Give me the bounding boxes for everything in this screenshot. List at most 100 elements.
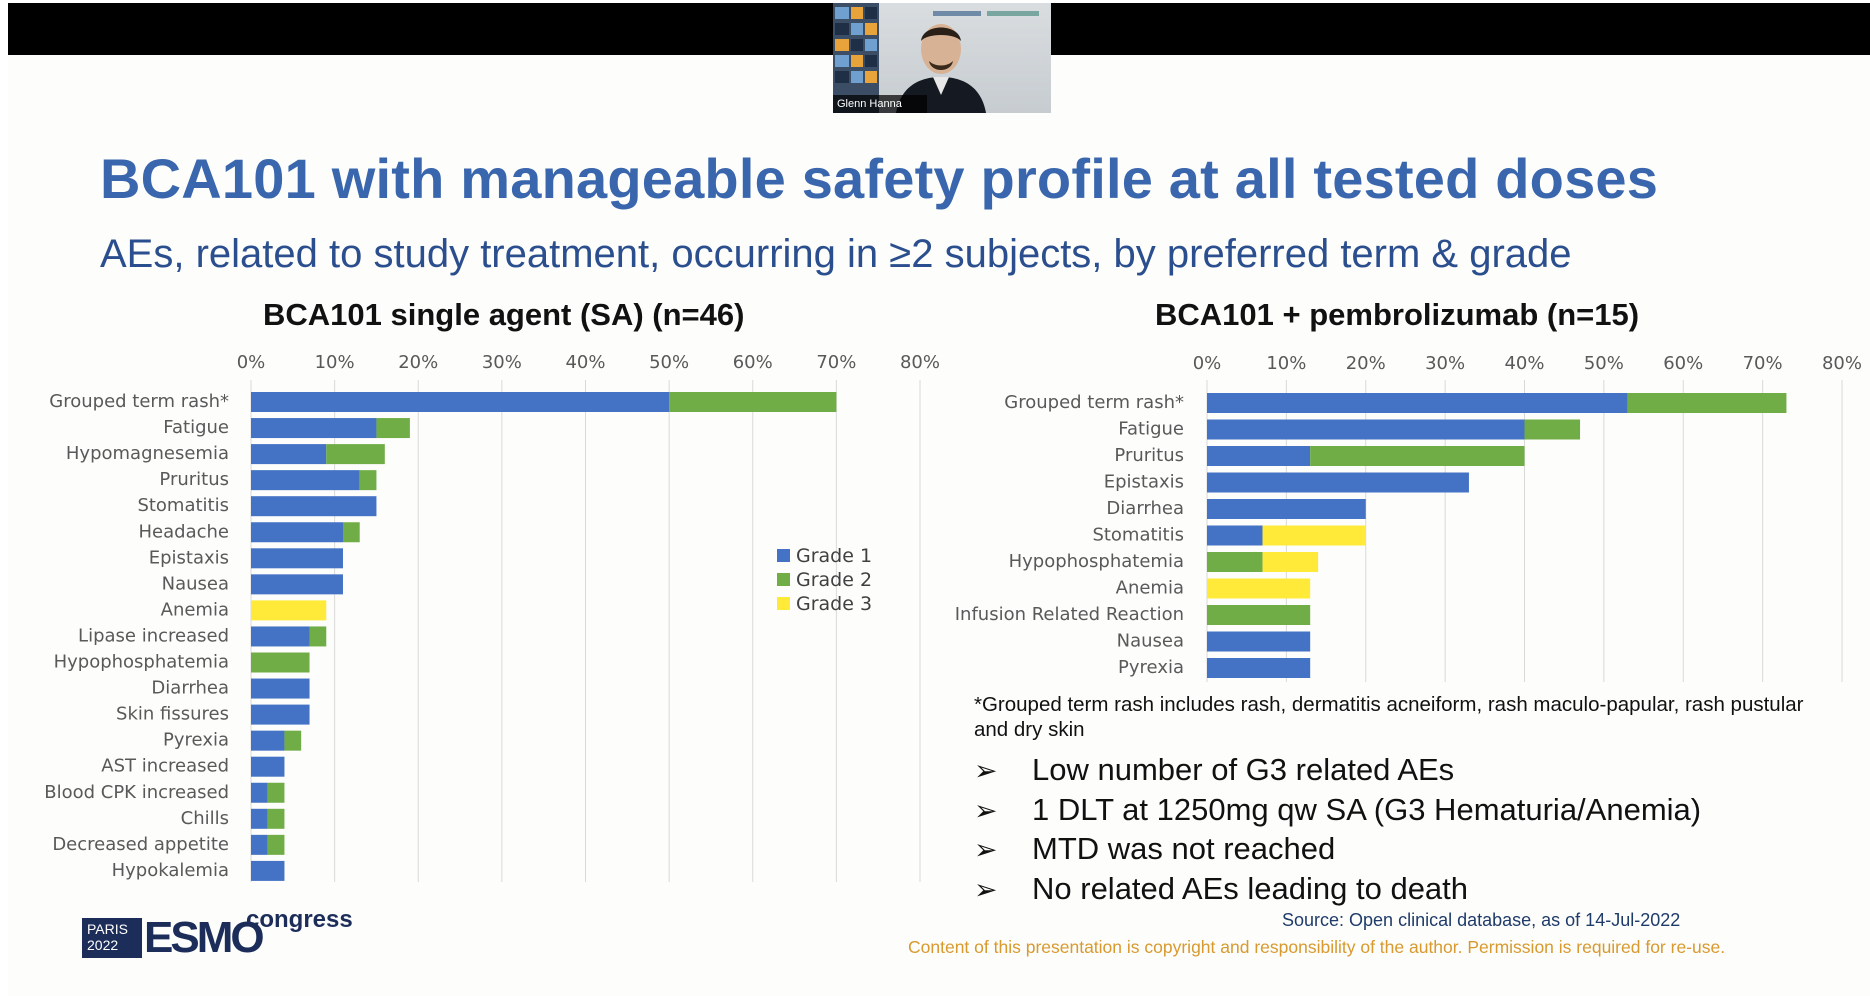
webcam-view[interactable]: Glenn Hanna xyxy=(833,3,1051,113)
sa-tick-label: 70% xyxy=(816,352,856,373)
combo-bar-grade-3 xyxy=(1207,578,1311,599)
combo-category-label: Nausea xyxy=(1117,631,1184,652)
sa-category-label: Hypophosphatemia xyxy=(54,652,229,673)
sa-bar-grade-1 xyxy=(251,860,285,881)
combo-bar-grade-1 xyxy=(1207,631,1311,652)
combo-category-label: Fatigue xyxy=(1118,419,1184,440)
legend-label: Grade 2 xyxy=(796,569,872,591)
sa-bar-grade-1 xyxy=(251,782,268,803)
legend-label: Grade 1 xyxy=(796,545,872,567)
sa-bar-grade-1 xyxy=(251,678,310,699)
combo-bar-grade-2 xyxy=(1627,393,1787,413)
chart-title-combination: BCA101 + pembrolizumab (n=15) xyxy=(1155,297,1640,332)
combo-category-label: Diarrhea xyxy=(1106,498,1184,519)
sa-category-label: Grouped term rash* xyxy=(49,391,229,412)
sa-bar-grade-2 xyxy=(284,730,302,751)
combo-tick-label: 10% xyxy=(1266,353,1306,374)
sa-bar-grade-1 xyxy=(251,756,285,777)
sa-bar-grade-1 xyxy=(251,522,343,543)
sa-category-label: Nausea xyxy=(162,573,229,594)
sa-tick-label: 30% xyxy=(482,352,522,373)
sa-bar-grade-1 xyxy=(251,626,310,647)
sa-bar-grade-1 xyxy=(251,548,343,569)
legend-swatch xyxy=(777,573,790,586)
combo-tick-label: 60% xyxy=(1663,353,1703,374)
combo-tick-label: 40% xyxy=(1504,353,1544,374)
combo-bar-grade-2 xyxy=(1310,446,1525,466)
combo-bar-grade-1 xyxy=(1207,393,1628,413)
sa-category-label: Blood CPK increased xyxy=(44,782,229,803)
sa-bar-grade-1 xyxy=(251,418,377,439)
arrow-icon: ➢ xyxy=(974,755,998,786)
combo-bar-grade-2 xyxy=(1524,419,1581,440)
sa-bar-grade-1 xyxy=(251,704,310,725)
source-note: Source: Open clinical database, as of 14… xyxy=(1282,910,1681,930)
sa-tick-label: 20% xyxy=(398,352,438,373)
bullet-item: ➢ MTD was not reached xyxy=(974,829,1701,869)
legend-label: Grade 3 xyxy=(796,593,872,615)
legend-swatch xyxy=(777,597,790,610)
logo-city-year: PARIS 2022 xyxy=(82,918,142,958)
combo-tick-label: 20% xyxy=(1346,353,1386,374)
sa-category-label: Hypomagnesemia xyxy=(66,443,229,464)
copyright-note: Content of this presentation is copyrigh… xyxy=(908,937,1726,957)
combo-category-label: Grouped term rash* xyxy=(1004,392,1184,413)
sa-bar-grade-2 xyxy=(376,418,410,439)
sa-category-label: Epistaxis xyxy=(149,547,229,568)
sa-bar-grade-2 xyxy=(342,522,360,543)
sa-bar-grade-1 xyxy=(251,574,343,595)
sa-category-label: Lipase increased xyxy=(78,625,229,646)
sa-bar-grade-1 xyxy=(251,496,377,517)
sa-bar-grade-2 xyxy=(359,470,377,491)
combo-category-label: Hypophosphatemia xyxy=(1009,551,1184,572)
sa-bar-grade-2 xyxy=(309,626,327,647)
sa-bar-grade-1 xyxy=(251,808,268,829)
combo-category-label: Stomatitis xyxy=(1092,525,1184,546)
combo-bar-grade-1 xyxy=(1207,419,1525,440)
legend-swatch xyxy=(777,549,790,562)
sa-category-label: Skin fissures xyxy=(116,704,229,725)
combo-tick-label: 0% xyxy=(1193,353,1222,374)
presenter-name: Glenn Hanna xyxy=(833,95,927,113)
combo-bar-grade-2 xyxy=(1207,605,1311,625)
sa-category-label: Chills xyxy=(181,808,229,829)
sa-tick-label: 40% xyxy=(565,352,605,373)
combo-bar-grade-3 xyxy=(1262,525,1366,546)
bullet-item: ➢ 1 DLT at 1250mg qw SA (G3 Hematuria/Ane… xyxy=(974,790,1701,830)
footnote: *Grouped term rash includes rash, dermat… xyxy=(974,693,1804,741)
sa-tick-label: 80% xyxy=(900,352,940,373)
sa-tick-label: 50% xyxy=(649,352,689,373)
combo-tick-label: 70% xyxy=(1743,353,1783,374)
combo-bar-grade-1 xyxy=(1207,525,1263,546)
sa-bar-grade-2 xyxy=(326,444,385,465)
logo-suffix: congress xyxy=(246,906,353,933)
sa-bar-grade-1 xyxy=(251,470,360,491)
sa-bar-grade-2 xyxy=(267,808,285,829)
sa-bar-grade-3 xyxy=(251,600,327,621)
sa-bar-grade-2 xyxy=(251,652,310,673)
combo-bar-grade-3 xyxy=(1262,552,1319,572)
combo-category-label: Pyrexia xyxy=(1118,657,1184,678)
sa-tick-label: 0% xyxy=(237,352,266,373)
chart-title-single-agent: BCA101 single agent (SA) (n=46) xyxy=(263,297,745,332)
sa-bar-grade-1 xyxy=(251,444,327,465)
sa-category-label: AST increased xyxy=(101,756,229,777)
sa-category-label: Anemia xyxy=(161,599,229,620)
combo-bar-grade-2 xyxy=(1207,552,1263,572)
combo-category-label: Infusion Related Reaction xyxy=(955,604,1184,625)
sa-bar-grade-2 xyxy=(267,782,285,803)
combo-bar-grade-1 xyxy=(1207,472,1469,493)
sa-category-label: Headache xyxy=(139,521,229,542)
sa-tick-label: 60% xyxy=(733,352,773,373)
sa-bar-grade-1 xyxy=(251,730,285,751)
arrow-icon: ➢ xyxy=(974,834,998,865)
sa-category-label: Pyrexia xyxy=(163,730,229,751)
sa-category-label: Stomatitis xyxy=(137,495,229,516)
slide-title: BCA101 with manageable safety profile at… xyxy=(100,147,1659,210)
logo-brand: ESMO xyxy=(144,913,265,962)
sa-category-label: Decreased appetite xyxy=(52,834,229,855)
esmo-congress-logo: PARIS 2022 ESMO congress xyxy=(82,906,353,962)
sa-bar-grade-2 xyxy=(267,834,285,855)
sa-category-label: Hypokalemia xyxy=(112,860,229,881)
